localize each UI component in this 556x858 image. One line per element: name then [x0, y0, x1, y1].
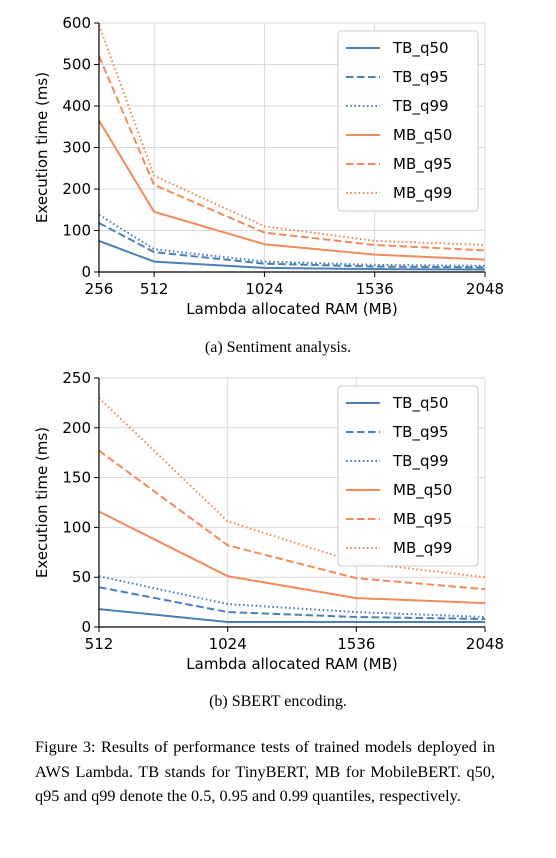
series-line-tb-q99: [98, 213, 486, 267]
legend-label: MB_q99: [393, 539, 452, 558]
legend-label: TB_q50: [392, 394, 449, 413]
x-tick-label: 2048: [466, 635, 504, 653]
y-tick-label: 500: [62, 56, 91, 74]
series-line-mb-q99: [98, 397, 486, 579]
legend: TB_q50 TB_q95 TB_q99 MB_q50 MB_q95 MB_q99: [337, 30, 479, 212]
legend-label: MB_q95: [393, 510, 452, 529]
legend-label: TB_q99: [392, 97, 449, 116]
x-tick-label: 512: [140, 280, 169, 298]
y-tick-label: 300: [62, 139, 91, 157]
series-line-tb-q99: [98, 575, 486, 618]
series-line-mb-q95: [98, 449, 486, 591]
chart-sentiment-analysis: 256 512 1024 1536 2048 0 100 200 300 400 500 600 Lam…: [33, 14, 504, 318]
y-tick-label: 150: [62, 469, 91, 487]
x-tick-label: 256: [85, 280, 114, 298]
legend-label: MB_q95: [393, 155, 452, 174]
series-line-mb-q95: [98, 55, 486, 252]
figure-caption: Figure 3: Results of performance tests o…: [35, 737, 495, 805]
y-tick-label: 600: [62, 14, 91, 32]
series-line-tb-q95: [98, 222, 486, 269]
chart-sbert-encoding: 512 1024 1536 2048 0 50 100 150 200 250 Lambda all…: [33, 369, 504, 673]
series-line-mb-q99: [98, 24, 486, 246]
x-tick-label: 1536: [356, 280, 394, 298]
y-tick-label: 0: [81, 618, 91, 636]
x-tick-label: 1024: [209, 635, 247, 653]
x-axis-label: Lambda allocated RAM (MB): [186, 300, 397, 318]
y-tick-label: 100: [62, 222, 91, 240]
x-tick-label: 1536: [337, 635, 375, 653]
series-line-tb-q50: [98, 239, 486, 271]
x-tick-label: 1024: [245, 280, 283, 298]
legend: TB_q50 TB_q95 TB_q99 MB_q50 MB_q95 MB_q99: [337, 385, 479, 567]
y-tick-label: 50: [72, 568, 91, 586]
x-tick-label: 512: [85, 635, 114, 653]
legend-label: TB_q95: [392, 68, 449, 87]
series-line-mb-q50: [98, 510, 486, 605]
legend-label: TB_q50: [392, 39, 449, 58]
y-axis-label: Execution time (ms): [33, 72, 51, 223]
y-tick-label: 400: [62, 97, 91, 115]
series-line-tb-q95: [98, 586, 486, 620]
legend-label: MB_q50: [393, 481, 452, 500]
x-axis-label: Lambda allocated RAM (MB): [186, 655, 397, 673]
legend-label: TB_q95: [392, 423, 449, 442]
y-tick-label: 200: [62, 419, 91, 437]
series-line-tb-q50: [98, 608, 485, 623]
y-axis-label: Execution time (ms): [33, 427, 51, 578]
legend-label: MB_q50: [393, 126, 452, 145]
y-tick-label: 0: [81, 263, 91, 281]
subcaption-b: (b) SBERT encoding.: [209, 693, 347, 710]
y-tick-label: 250: [62, 369, 91, 387]
legend-label: MB_q99: [393, 184, 452, 203]
legend-label: TB_q99: [392, 452, 449, 471]
subcaption-a: (a) Sentiment analysis.: [204, 339, 352, 356]
series-line-mb-q50: [98, 119, 486, 261]
y-tick-label: 200: [62, 180, 91, 198]
y-tick-label: 100: [62, 518, 91, 536]
x-tick-label: 2048: [466, 280, 504, 298]
